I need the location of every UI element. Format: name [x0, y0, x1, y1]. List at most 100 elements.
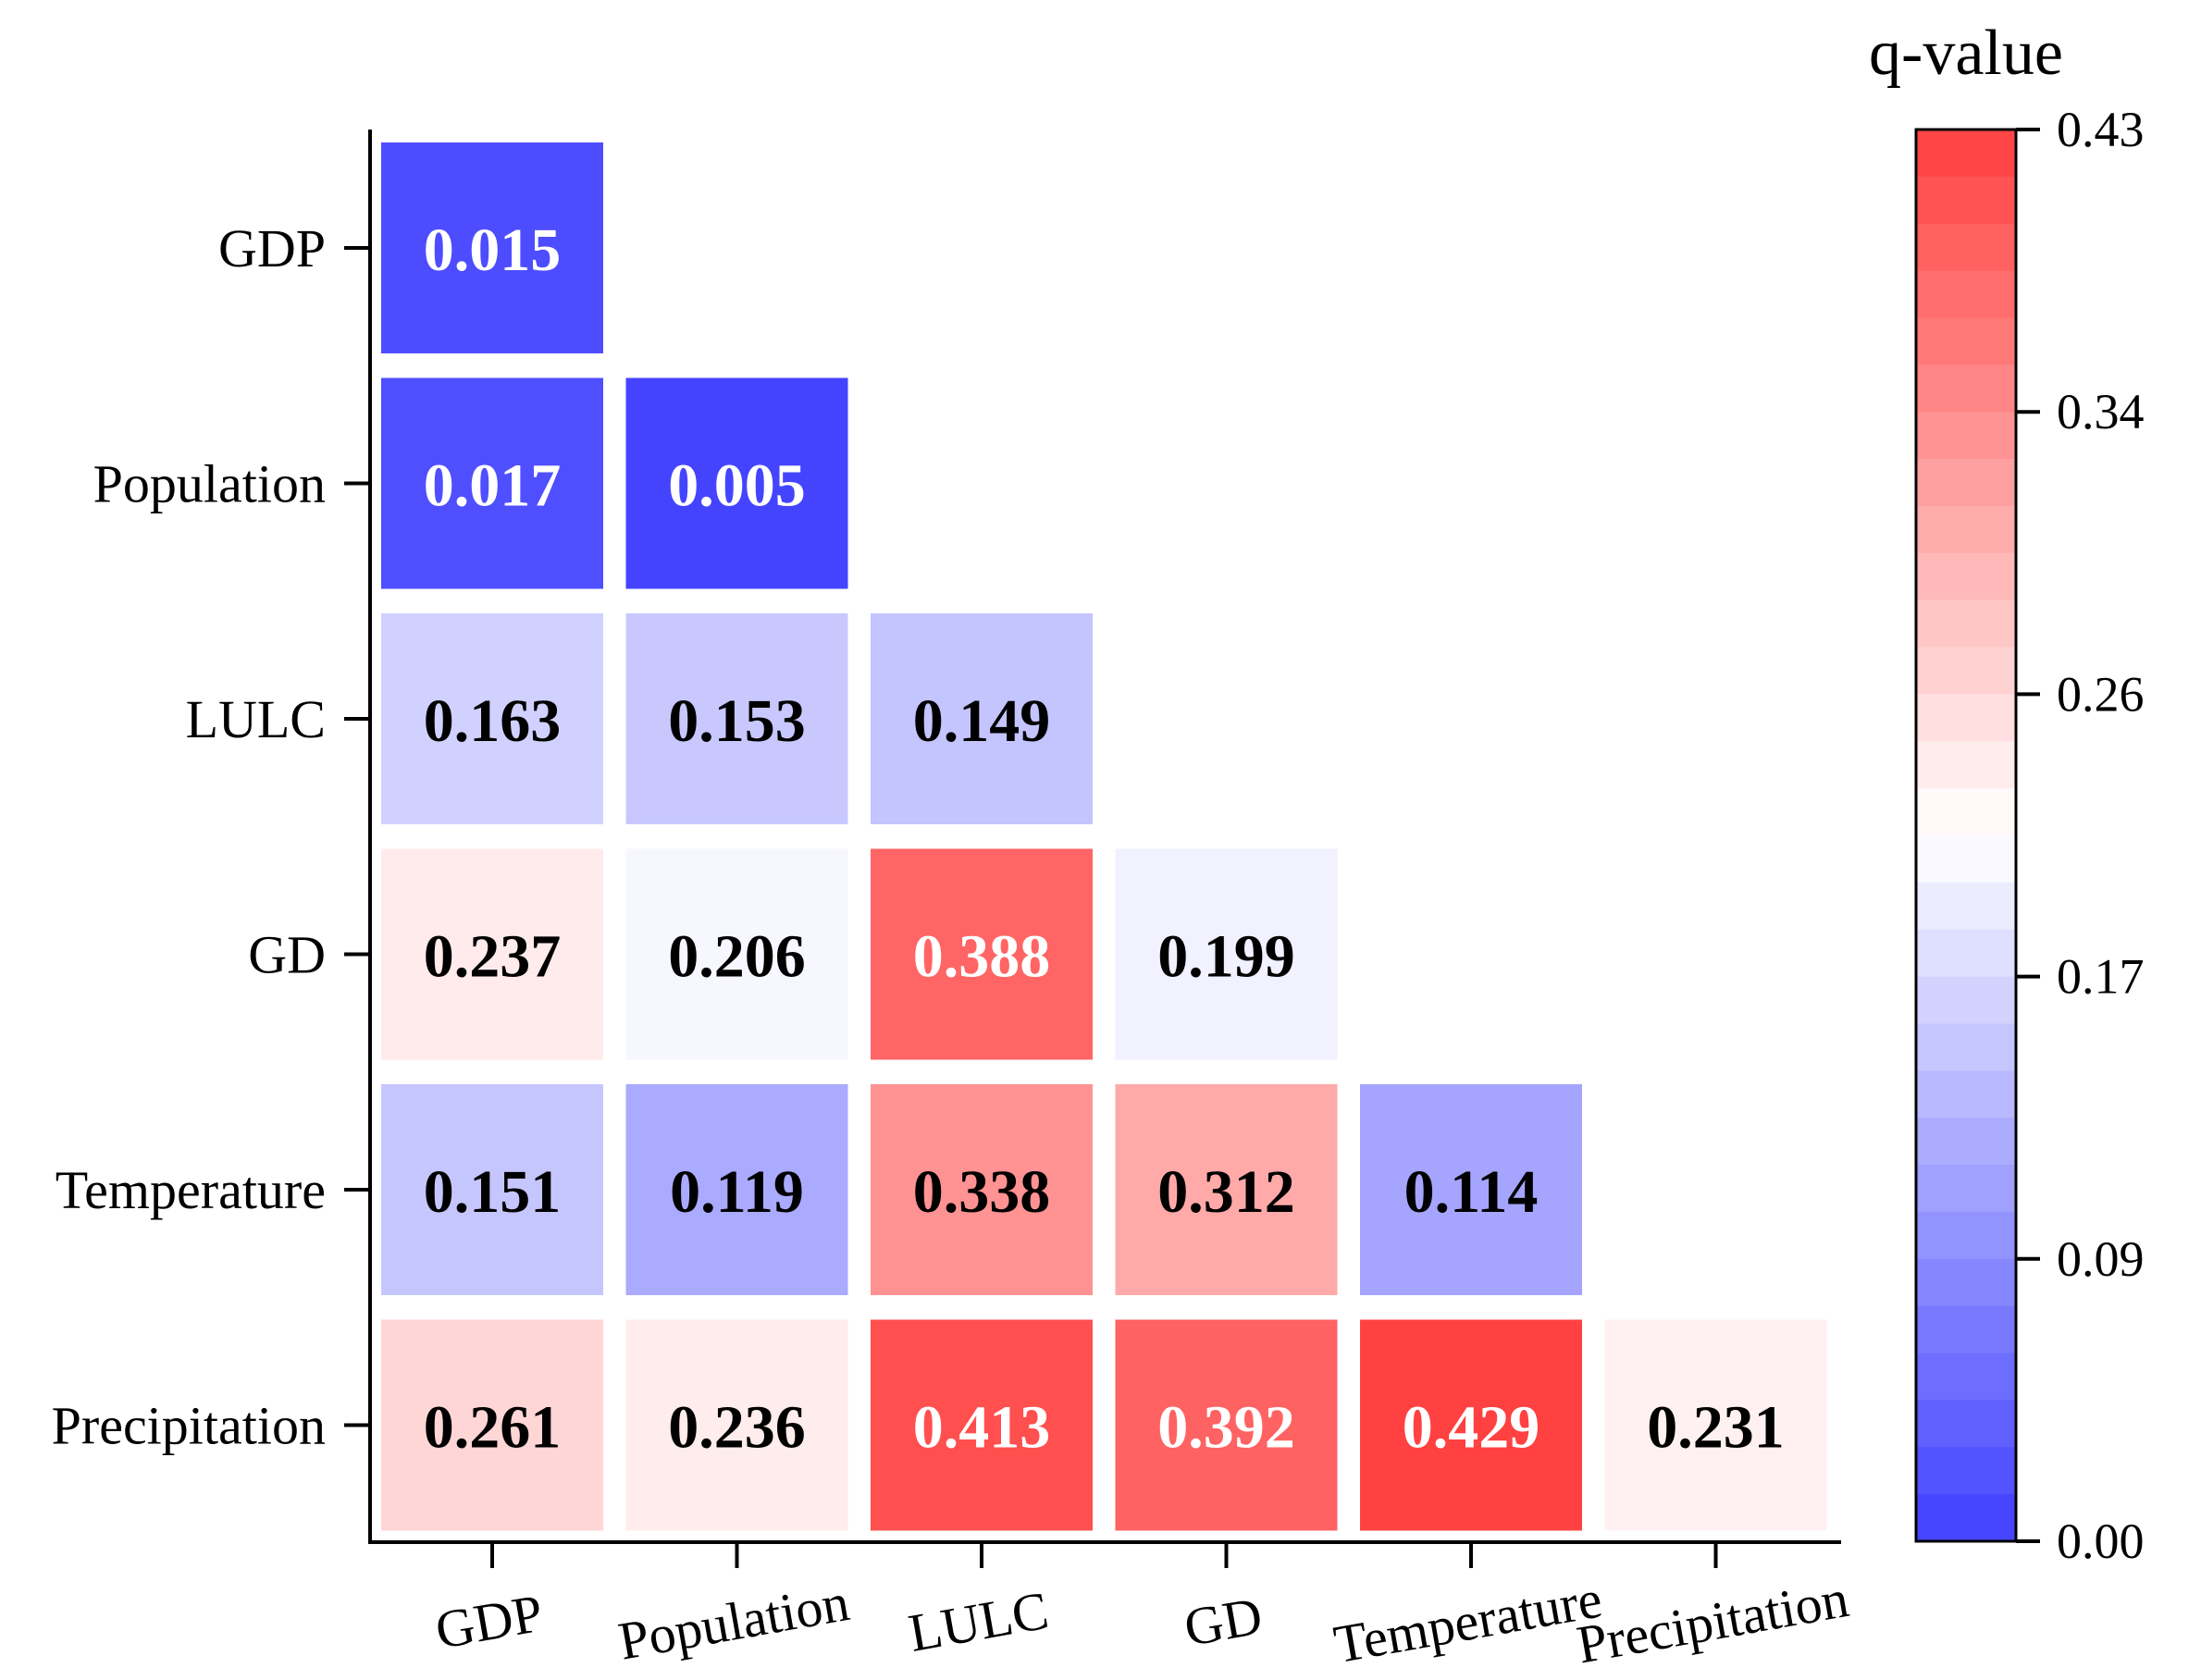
colorbar-band: [1916, 835, 2016, 883]
colorbar-band: [1916, 1305, 2016, 1354]
heatmap-cell: [625, 613, 848, 824]
heatmap-cell: [381, 1319, 603, 1531]
heatmap-cell: [381, 613, 603, 824]
colorbar-band: [1916, 270, 2016, 319]
colorbar: q-value 0.00 0.09 0.17 0.26 0.34 0.43: [1869, 18, 2144, 1569]
heatmap-cell: [1115, 848, 1338, 1060]
cell-value-label: 0.237: [424, 923, 562, 991]
colorbar-band: [1916, 1258, 2016, 1307]
y-tick-label: Population: [93, 454, 326, 514]
colorbar-band: [1916, 1118, 2016, 1166]
y-tick-label: Temperature: [56, 1160, 326, 1220]
heatmap-cell: [871, 1319, 1093, 1531]
x-tick-label: Population: [614, 1572, 854, 1672]
y-tick-label: Precipitation: [52, 1396, 326, 1456]
colorbar-band: [1916, 929, 2016, 978]
colorbar-tick-label: 0.43: [2057, 102, 2145, 157]
colorbar-band: [1916, 788, 2016, 836]
colorbar-title: q-value: [1869, 18, 2063, 89]
x-tick-label: GDP: [431, 1583, 548, 1661]
colorbar-tick-label: 0.17: [2057, 949, 2145, 1005]
colorbar-band: [1916, 412, 2016, 460]
colorbar-band: [1916, 1070, 2016, 1118]
heatmap-cell: [625, 377, 848, 589]
colorbar-tick-label: 0.34: [2057, 384, 2145, 439]
cell-value-label: 0.429: [1403, 1394, 1540, 1462]
heatmap-cell: [1115, 1319, 1338, 1531]
x-tick-label: Precipitation: [1573, 1568, 1853, 1674]
colorbar-band: [1916, 552, 2016, 601]
heatmap-cell: [625, 848, 848, 1060]
cell-value-label: 0.153: [668, 687, 806, 755]
cell-value-label: 0.338: [913, 1158, 1051, 1226]
colorbar-band: [1916, 1353, 2016, 1401]
heatmap-axes: [368, 130, 1841, 1544]
heatmap-cell: [381, 377, 603, 589]
colorbar-band: [1916, 1447, 2016, 1495]
y-tick-label: GDP: [218, 218, 326, 278]
colorbar-band: [1916, 976, 2016, 1025]
heatmap-cell: [625, 1319, 848, 1531]
heatmap-cell: [1360, 1084, 1582, 1295]
y-tick-label: LULC: [186, 689, 326, 749]
heatmap-cell: [871, 1084, 1093, 1295]
colorbar-band: [1916, 741, 2016, 789]
cell-value-label: 0.261: [424, 1394, 562, 1462]
colorbar-band: [1916, 1400, 2016, 1448]
heatmap-cell: [871, 848, 1093, 1060]
cell-value-label: 0.388: [913, 923, 1051, 991]
colorbar-ticks: 0.00 0.09 0.17 0.26 0.34 0.43: [2016, 102, 2145, 1569]
cell-value-label: 0.312: [1157, 1158, 1295, 1226]
x-tick-label: LULC: [904, 1580, 1052, 1663]
cell-value-label: 0.163: [424, 687, 562, 755]
colorbar-band: [1916, 223, 2016, 272]
x-tick-labels: GDP Population LULC GD TemperaturePrecipitat…: [431, 1542, 1853, 1675]
colorbar-band: [1916, 1211, 2016, 1260]
heatmap-cell: [1115, 1084, 1338, 1295]
cell-value-label: 0.413: [913, 1394, 1051, 1462]
cell-value-label: 0.015: [424, 216, 562, 284]
cell-value-label: 0.017: [424, 452, 562, 520]
colorbar-tick-label: 0.00: [2057, 1513, 2145, 1569]
heatmap-cell: [1604, 1319, 1827, 1531]
y-tick-labels: GDP Population LULC GD Temperature Precipitat…: [52, 218, 370, 1456]
colorbar-band: [1916, 130, 2016, 178]
heatmap-cell: [1360, 1319, 1582, 1531]
cell-value-label: 0.149: [913, 687, 1051, 755]
heatmap-cell: [871, 613, 1093, 824]
colorbar-band: [1916, 882, 2016, 931]
colorbar-tick-label: 0.09: [2057, 1231, 2145, 1287]
colorbar-band: [1916, 459, 2016, 507]
colorbar-band: [1916, 364, 2016, 413]
cell-value-label: 0.005: [668, 452, 806, 520]
cell-value-label: 0.231: [1647, 1394, 1785, 1462]
colorbar-band: [1916, 176, 2016, 225]
x-tick-label: Temperature: [1329, 1568, 1606, 1674]
colorbar-band: [1916, 505, 2016, 554]
colorbar-band: [1916, 694, 2016, 742]
cell-value-label: 0.151: [424, 1158, 562, 1226]
cell-value-label: 0.199: [1157, 923, 1295, 991]
y-tick-label: GD: [248, 925, 326, 985]
colorbar-band: [1916, 317, 2016, 365]
cell-value-label: 0.119: [670, 1158, 804, 1226]
x-tick-label: GD: [1180, 1586, 1267, 1659]
colorbar-band: [1916, 1494, 2016, 1542]
heatmap-cell: [381, 848, 603, 1060]
colorbar-tick-label: 0.26: [2057, 666, 2145, 722]
colorbar-bands: [1916, 130, 2016, 1542]
colorbar-band: [1916, 1023, 2016, 1071]
cell-value-label: 0.236: [668, 1394, 806, 1462]
cell-value-label: 0.114: [1404, 1158, 1539, 1226]
heatmap-cells: 0.015 0.017 0.005 0.163 0.153 0.149 0.237 0.206…: [381, 142, 1827, 1531]
colorbar-band: [1916, 647, 2016, 695]
heatmap-cell: [381, 142, 603, 353]
heatmap-cell: [625, 1084, 848, 1295]
colorbar-frame: [1914, 128, 2018, 1543]
cell-value-label: 0.392: [1157, 1394, 1295, 1462]
colorbar-band: [1916, 1165, 2016, 1213]
colorbar-band: [1916, 599, 2016, 649]
cell-value-label: 0.206: [668, 923, 806, 991]
heatmap-cell: [381, 1084, 603, 1295]
